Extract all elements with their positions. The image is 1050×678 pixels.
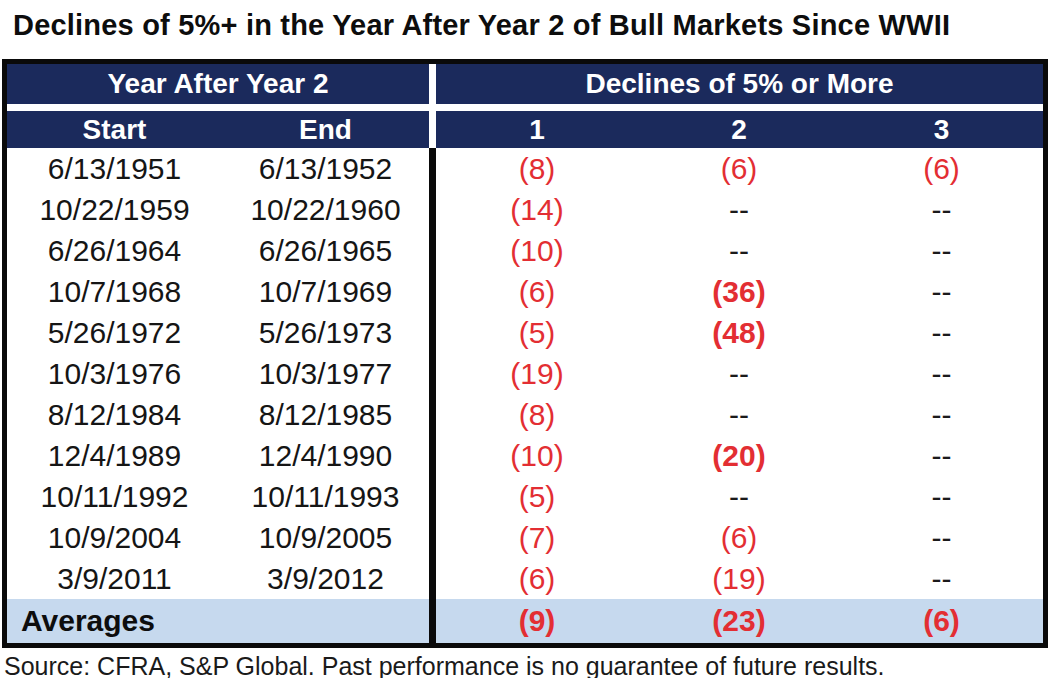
table-row: 8/12/1984 8/12/1985 (8) -- -- (7, 394, 1043, 435)
body-vertical-divider (429, 353, 436, 394)
start-date-cell: 10/9/2004 (7, 517, 222, 558)
column-header-1: 1 (436, 111, 638, 148)
table-row: 10/3/1976 10/3/1977 (19) -- -- (7, 353, 1043, 394)
averages-label: Averages (7, 599, 429, 643)
decline-1-cell: (8) (436, 148, 638, 189)
start-date-cell: 10/3/1976 (7, 353, 222, 394)
decline-2-cell: (6) (638, 517, 840, 558)
decline-1-cell: (5) (436, 476, 638, 517)
end-date-cell: 12/4/1990 (222, 435, 429, 476)
decline-3-cell: -- (840, 230, 1043, 271)
start-date-cell: 10/7/1968 (7, 271, 222, 312)
start-date-cell: 3/9/2011 (7, 558, 222, 599)
group-header-declines-5-or-more: Declines of 5% or More (436, 64, 1043, 104)
decline-3-cell: -- (840, 394, 1043, 435)
table-row: 10/22/1959 10/22/1960 (14) -- -- (7, 189, 1043, 230)
start-date-cell: 12/4/1989 (7, 435, 222, 476)
end-date-cell: 6/26/1965 (222, 230, 429, 271)
group-header-row: Year After Year 2 Declines of 5% or More (7, 64, 1043, 104)
group-header-year-after-year-2: Year After Year 2 (7, 64, 429, 104)
end-date-cell: 10/3/1977 (222, 353, 429, 394)
average-decline-3-cell: (6) (840, 599, 1043, 643)
page-title: Declines of 5%+ in the Year After Year 2… (13, 9, 1050, 42)
decline-3-cell: -- (840, 189, 1043, 230)
end-date-cell: 3/9/2012 (222, 558, 429, 599)
body-vertical-divider (429, 148, 436, 189)
decline-1-cell: (10) (436, 435, 638, 476)
column-header-3: 3 (840, 111, 1043, 148)
decline-3-cell: -- (840, 558, 1043, 599)
average-decline-2-cell: (23) (638, 599, 840, 643)
decline-2-cell: (48) (638, 312, 840, 353)
average-decline-1-cell: (9) (436, 599, 638, 643)
end-date-cell: 10/9/2005 (222, 517, 429, 558)
decline-3-cell: -- (840, 271, 1043, 312)
table-row: 10/11/1992 10/11/1993 (5) -- -- (7, 476, 1043, 517)
end-date-cell: 10/7/1969 (222, 271, 429, 312)
body-vertical-divider (429, 435, 436, 476)
start-date-cell: 5/26/1972 (7, 312, 222, 353)
table-row: 10/9/2004 10/9/2005 (7) (6) -- (7, 517, 1043, 558)
decline-1-cell: (6) (436, 271, 638, 312)
decline-3-cell: -- (840, 517, 1043, 558)
decline-2-cell: (36) (638, 271, 840, 312)
table-row: 3/9/2011 3/9/2012 (6) (19) -- (7, 558, 1043, 599)
body-vertical-divider (429, 312, 436, 353)
body-vertical-divider (429, 271, 436, 312)
source-note: Source: CFRA, S&P Global. Past performan… (4, 652, 1050, 678)
table-row: 6/26/1964 6/26/1965 (10) -- -- (7, 230, 1043, 271)
decline-1-cell: (6) (436, 558, 638, 599)
page: Declines of 5%+ in the Year After Year 2… (0, 0, 1050, 678)
declines-table: Year After Year 2 Declines of 5% or More… (2, 59, 1048, 648)
start-date-cell: 6/26/1964 (7, 230, 222, 271)
decline-3-cell: -- (840, 476, 1043, 517)
decline-3-cell: -- (840, 353, 1043, 394)
body-vertical-divider (429, 394, 436, 435)
end-date-cell: 8/12/1985 (222, 394, 429, 435)
start-date-cell: 8/12/1984 (7, 394, 222, 435)
decline-1-cell: (19) (436, 353, 638, 394)
body-vertical-divider (429, 230, 436, 271)
header-vertical-divider (429, 64, 436, 104)
column-header-start: Start (7, 111, 222, 148)
decline-1-cell: (5) (436, 312, 638, 353)
header-horizontal-separator (7, 104, 1043, 111)
body-vertical-divider (429, 517, 436, 558)
table-row: 12/4/1989 12/4/1990 (10) (20) -- (7, 435, 1043, 476)
end-date-cell: 5/26/1973 (222, 312, 429, 353)
table-row: 5/26/1972 5/26/1973 (5) (48) -- (7, 312, 1043, 353)
start-date-cell: 10/11/1992 (7, 476, 222, 517)
decline-2-cell: (19) (638, 558, 840, 599)
decline-3-cell: -- (840, 312, 1043, 353)
start-date-cell: 10/22/1959 (7, 189, 222, 230)
averages-row: Averages (9) (23) (6) (7, 599, 1043, 643)
decline-2-cell: -- (638, 189, 840, 230)
end-date-cell: 6/13/1952 (222, 148, 429, 189)
table-row: 10/7/1968 10/7/1969 (6) (36) -- (7, 271, 1043, 312)
header-vertical-divider (429, 111, 436, 148)
body-vertical-divider (429, 558, 436, 599)
column-header-2: 2 (638, 111, 840, 148)
decline-2-cell: -- (638, 476, 840, 517)
body-vertical-divider (429, 476, 436, 517)
column-header-row: Start End 1 2 3 (7, 111, 1043, 148)
body-vertical-divider (429, 189, 436, 230)
decline-3-cell: -- (840, 435, 1043, 476)
decline-1-cell: (8) (436, 394, 638, 435)
start-date-cell: 6/13/1951 (7, 148, 222, 189)
decline-1-cell: (7) (436, 517, 638, 558)
end-date-cell: 10/22/1960 (222, 189, 429, 230)
decline-2-cell: -- (638, 353, 840, 394)
decline-1-cell: (14) (436, 189, 638, 230)
decline-2-cell: (20) (638, 435, 840, 476)
column-header-end: End (222, 111, 429, 148)
decline-2-cell: -- (638, 230, 840, 271)
decline-1-cell: (10) (436, 230, 638, 271)
end-date-cell: 10/11/1993 (222, 476, 429, 517)
decline-2-cell: -- (638, 394, 840, 435)
decline-2-cell: (6) (638, 148, 840, 189)
body-vertical-divider (429, 599, 436, 643)
table-row: 6/13/1951 6/13/1952 (8) (6) (6) (7, 148, 1043, 189)
decline-3-cell: (6) (840, 148, 1043, 189)
